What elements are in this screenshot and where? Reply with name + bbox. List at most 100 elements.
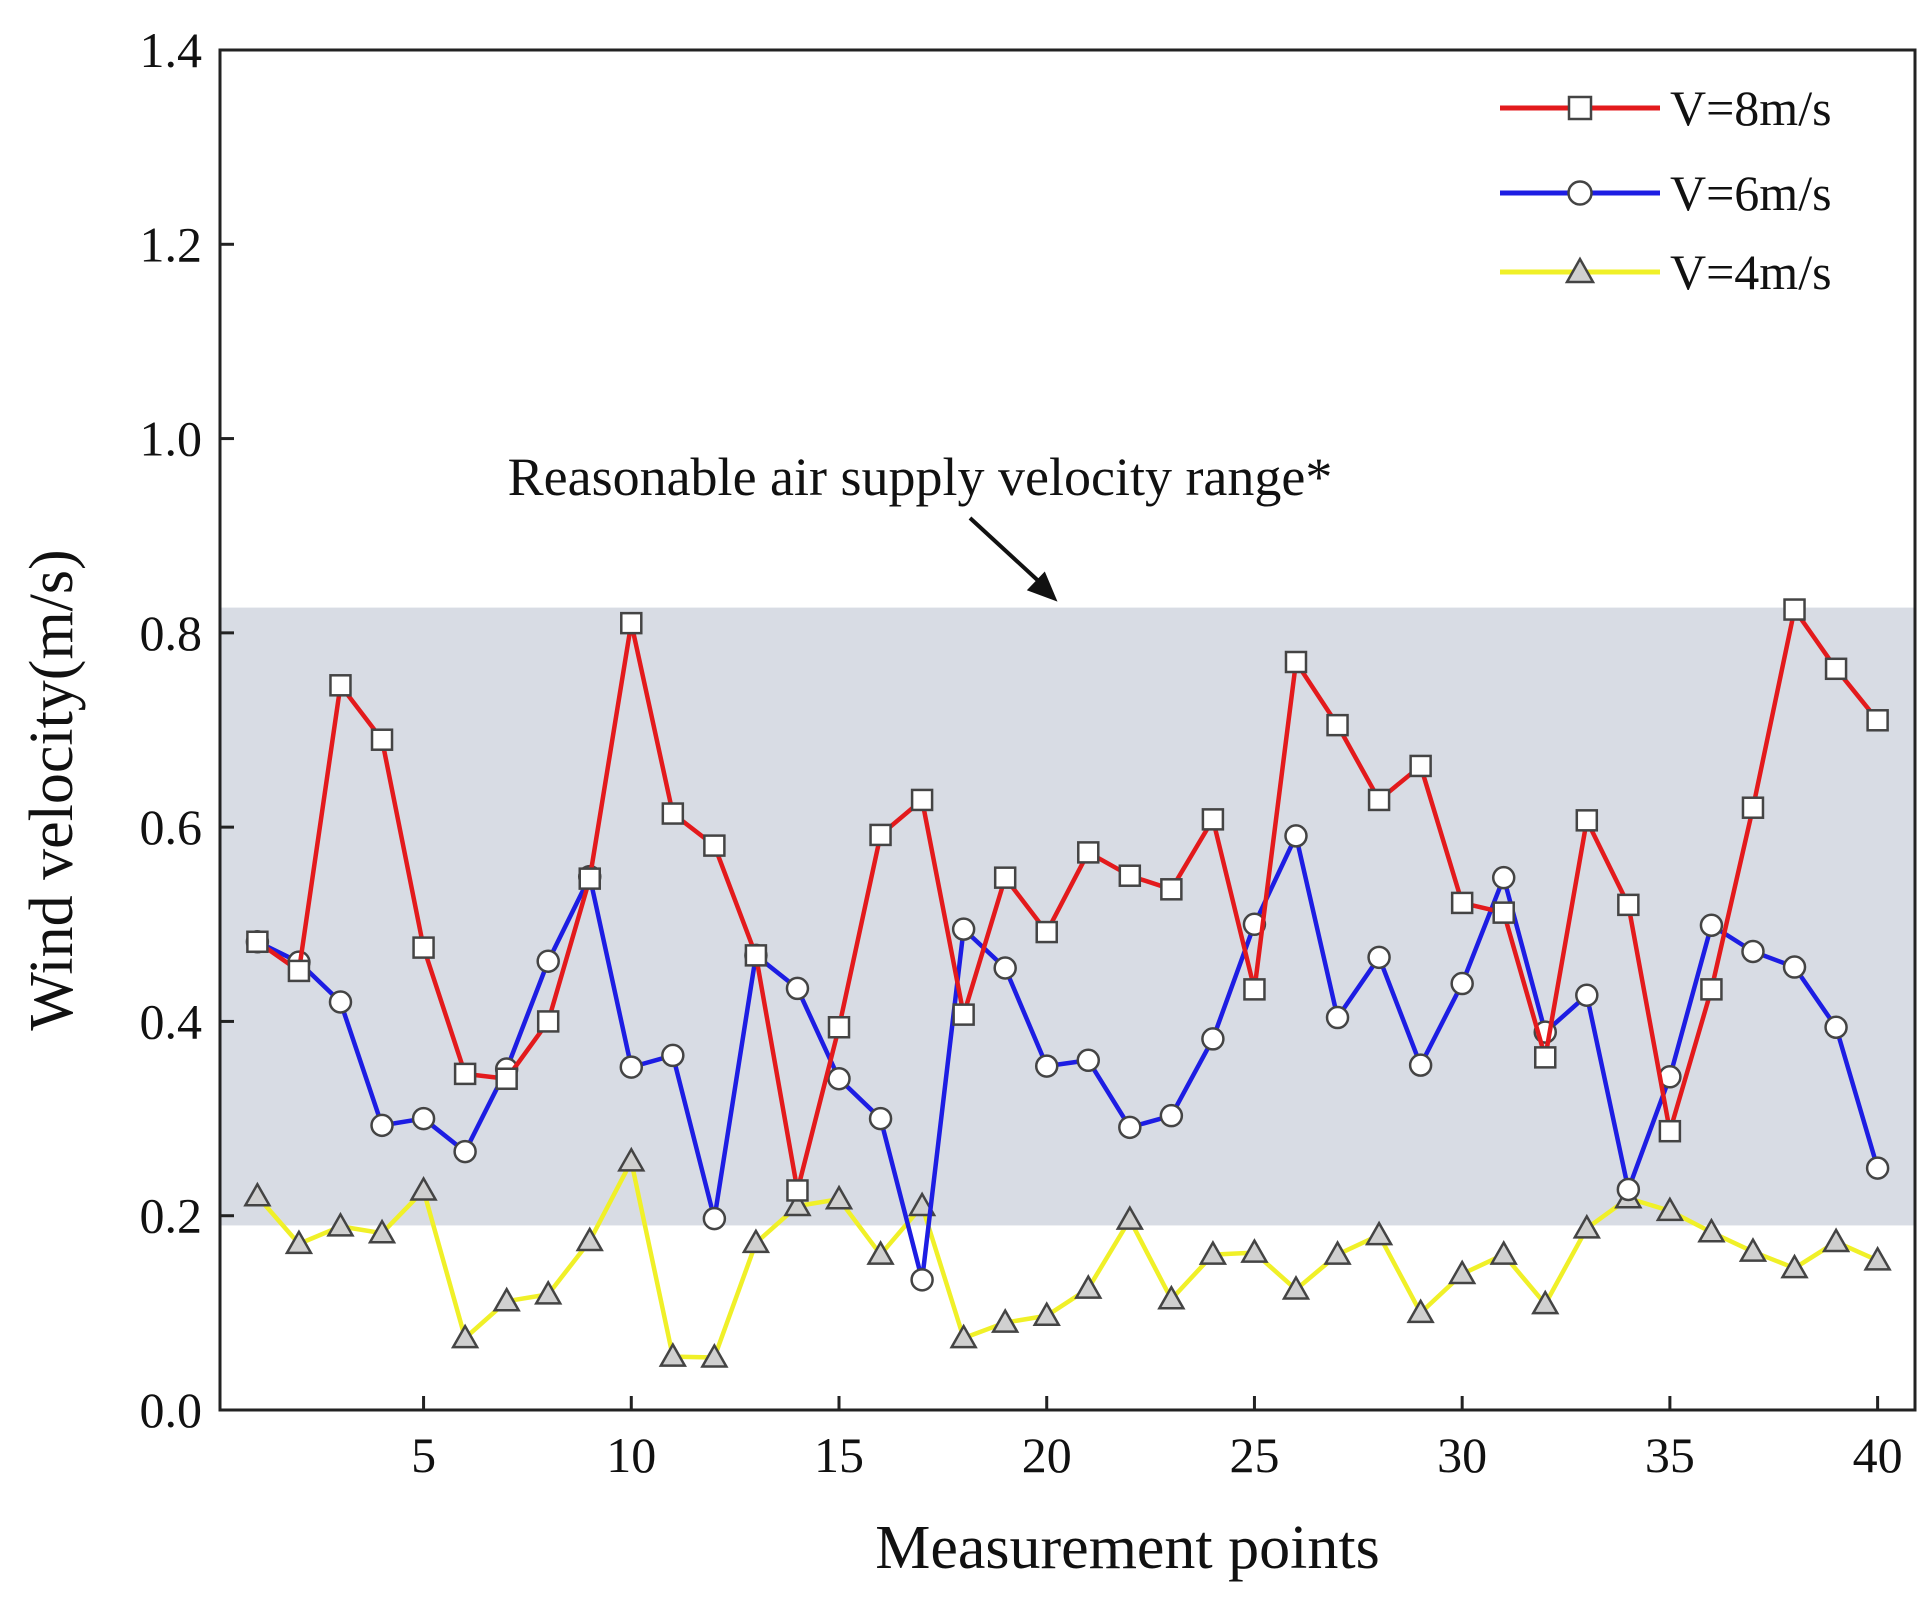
data-point (1074, 1274, 1103, 1299)
data-point (1783, 598, 1806, 621)
x-tick-label: 30 (1437, 1427, 1487, 1483)
data-point (287, 959, 311, 983)
data-point (824, 1184, 854, 1210)
data-point (661, 1043, 685, 1068)
x-tick-label: 15 (814, 1427, 864, 1483)
data-point (453, 1062, 477, 1086)
data-point (1450, 891, 1474, 915)
data-point (1699, 913, 1724, 938)
y-tick-label: 0.2 (140, 1188, 203, 1244)
y-tick-label: 0.6 (140, 799, 203, 855)
data-point (1531, 1289, 1560, 1315)
data-point (1243, 978, 1266, 1001)
data-point (326, 1211, 355, 1237)
data-point (868, 1106, 893, 1131)
data-point (785, 976, 810, 1001)
data-point (1492, 901, 1515, 924)
data-point (1782, 955, 1807, 979)
data-point (702, 1206, 727, 1231)
data-point (536, 1010, 560, 1033)
data-point (786, 1179, 809, 1202)
data-point (1034, 1054, 1059, 1078)
data-point (1032, 1301, 1061, 1327)
y-tick-label: 0.8 (140, 605, 203, 661)
x-tick-label: 10 (606, 1427, 656, 1483)
data-point (1697, 1217, 1726, 1243)
data-point (328, 990, 353, 1014)
data-point (453, 1139, 477, 1164)
data-point (1450, 971, 1474, 996)
data-point (1076, 1048, 1101, 1073)
data-point (1491, 865, 1516, 890)
data-point (1572, 1213, 1601, 1239)
series-line (256, 833, 1880, 1283)
data-point (1367, 945, 1391, 970)
y-tick-label: 0.4 (140, 993, 203, 1049)
data-point (536, 949, 560, 973)
legend-marker-circle (1567, 180, 1593, 206)
data-point (1364, 1220, 1394, 1246)
data-point (1118, 864, 1142, 887)
data-point (1658, 1119, 1682, 1143)
data-point (1406, 1298, 1435, 1324)
y-tick-label: 0.0 (140, 1382, 203, 1438)
data-point (1575, 809, 1599, 832)
legend-label-v4: V=4m/s (1670, 244, 1832, 300)
annotation-arrow (968, 516, 1045, 588)
data-point (1367, 788, 1391, 812)
series-layer (243, 598, 1892, 1368)
data-point (993, 956, 1017, 980)
data-point (575, 1226, 604, 1252)
data-point (246, 930, 269, 954)
data-point (744, 944, 768, 967)
data-point (1035, 920, 1058, 944)
data-point (1617, 893, 1640, 917)
data-point (910, 1268, 934, 1292)
data-point (1866, 709, 1889, 732)
data-point (1326, 713, 1349, 737)
data-point (1325, 1005, 1350, 1030)
annotation-arrowhead (1026, 571, 1058, 602)
series-line (256, 607, 1880, 1193)
data-point (661, 802, 685, 825)
data-point (952, 1003, 975, 1026)
data-point (370, 728, 394, 751)
data-point (827, 1066, 851, 1091)
data-point (1700, 978, 1723, 1001)
x-axis-title: Measurement points (875, 1514, 1380, 1582)
data-point (949, 1323, 978, 1349)
legend-label-v8: V=8m/s (1670, 80, 1832, 136)
data-point (1077, 841, 1100, 864)
legend-marker-triangle (1564, 256, 1596, 284)
legend-label-v6: V=6m/s (1670, 165, 1832, 221)
x-tick-label: 35 (1645, 1427, 1695, 1483)
series-V=8m/s (246, 598, 1889, 1202)
data-point (1409, 754, 1432, 778)
data-point (578, 867, 601, 890)
data-point (1160, 878, 1183, 901)
data-point (869, 823, 892, 847)
data-point (411, 1106, 436, 1131)
data-point (1284, 824, 1308, 848)
data-point (991, 1308, 1020, 1333)
data-point (783, 1191, 812, 1217)
data-point (1448, 1259, 1477, 1285)
data-point (1159, 1103, 1184, 1128)
x-tick-label: 5 (411, 1427, 436, 1483)
data-point (1489, 1240, 1518, 1265)
y-axis-title: Wind velocity(m/s) (18, 549, 86, 1030)
data-point (617, 1146, 646, 1172)
data-point (910, 788, 934, 812)
data-point (534, 1279, 563, 1305)
legend-marker-square (1567, 95, 1593, 121)
data-point (1741, 939, 1765, 964)
data-point (658, 1342, 687, 1367)
axis-ticks: 0.0 0.2 0.4 0.6 0.8 1.0 1.2 1.4 5 10 15 20 25 30 35 40 (140, 22, 1903, 1483)
data-point (1408, 1053, 1433, 1077)
data-point (827, 1016, 851, 1039)
data-point (1863, 1245, 1892, 1271)
data-point (1198, 1240, 1228, 1265)
data-point (1534, 1046, 1557, 1069)
series-V=4m/s (243, 1146, 1892, 1368)
data-point (907, 1191, 937, 1217)
